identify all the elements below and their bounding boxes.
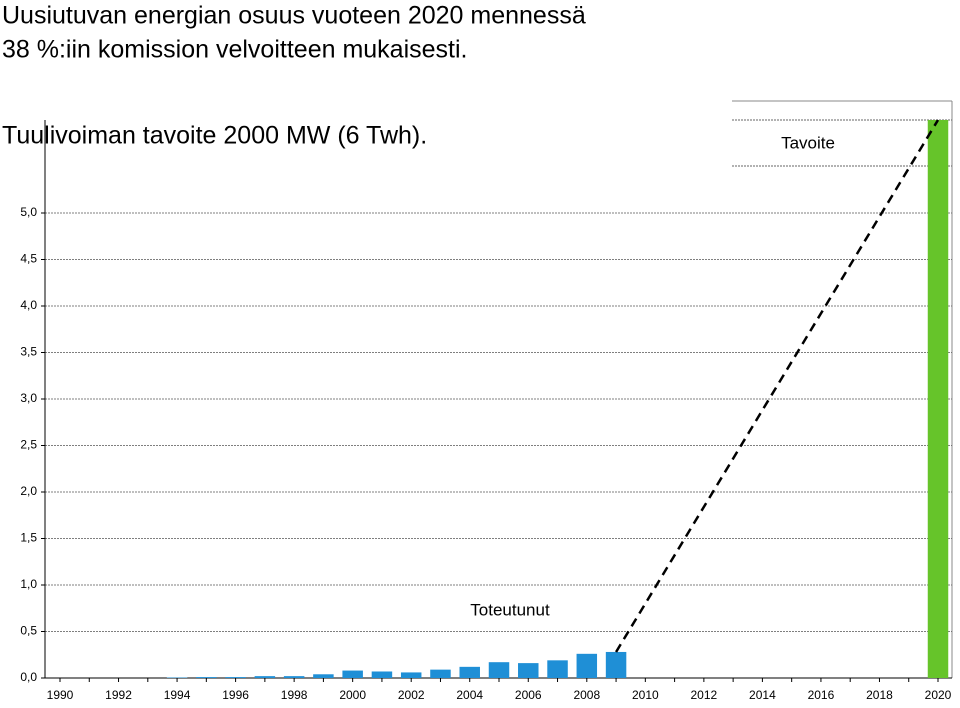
y-tick-label: 4,0 (20, 298, 37, 312)
bar (488, 662, 510, 678)
bar (313, 674, 334, 678)
y-tick-label: 5,0 (20, 205, 37, 219)
chart-subtitle: 38 %:iin komission velvoitteen mukaisest… (2, 36, 467, 64)
x-tick-label: 2020 (925, 688, 952, 702)
x-tick-label: 2002 (398, 688, 425, 702)
series-label: Tavoite (781, 133, 835, 152)
bar (342, 670, 363, 678)
y-tick-label: 2,0 (20, 484, 37, 498)
x-tick-label: 1992 (105, 688, 132, 702)
bar (225, 677, 246, 678)
projection-line (614, 119, 940, 653)
bar (196, 677, 217, 678)
bar (254, 676, 276, 678)
y-tick-label: 0,5 (20, 624, 37, 638)
bar (371, 671, 393, 678)
x-tick-label: 1998 (281, 688, 308, 702)
bar (576, 653, 598, 678)
x-tick-label: 2014 (749, 688, 776, 702)
y-tick-label: 1,0 (20, 577, 37, 591)
y-tick-label: 3,5 (20, 345, 37, 359)
x-tick-label: 1996 (222, 688, 249, 702)
x-tick-label: 2000 (339, 688, 366, 702)
annotation: Tuulivoiman tavoite 2000 MW (6 Twh). (2, 122, 427, 150)
series-label: Toteutunut (470, 600, 550, 619)
x-tick-label: 2012 (691, 688, 718, 702)
x-tick-label: 2010 (632, 688, 659, 702)
x-tick-label: 1990 (47, 688, 74, 702)
bar (518, 663, 539, 678)
x-tick-label: 2006 (515, 688, 542, 702)
x-tick-label: 2016 (808, 688, 835, 702)
y-tick-label: 1,5 (20, 531, 37, 545)
bar (927, 120, 949, 678)
x-tick-label: 2008 (573, 688, 600, 702)
y-tick-label: 0,0 (20, 670, 37, 684)
chart-title: Uusiutuvan energian osuus vuoteen 2020 m… (2, 2, 586, 30)
bar (283, 676, 305, 678)
x-tick-label: 2018 (866, 688, 893, 702)
y-tick-label: 2,5 (20, 438, 37, 452)
y-tick-label: 3,0 (20, 391, 37, 405)
y-tick-label: 4,5 (20, 252, 37, 266)
bar (459, 666, 480, 678)
bar (547, 660, 568, 678)
bar (605, 651, 627, 678)
x-tick-label: 1994 (164, 688, 191, 702)
bar (400, 672, 422, 678)
bar (430, 669, 451, 678)
x-tick-label: 2004 (456, 688, 483, 702)
